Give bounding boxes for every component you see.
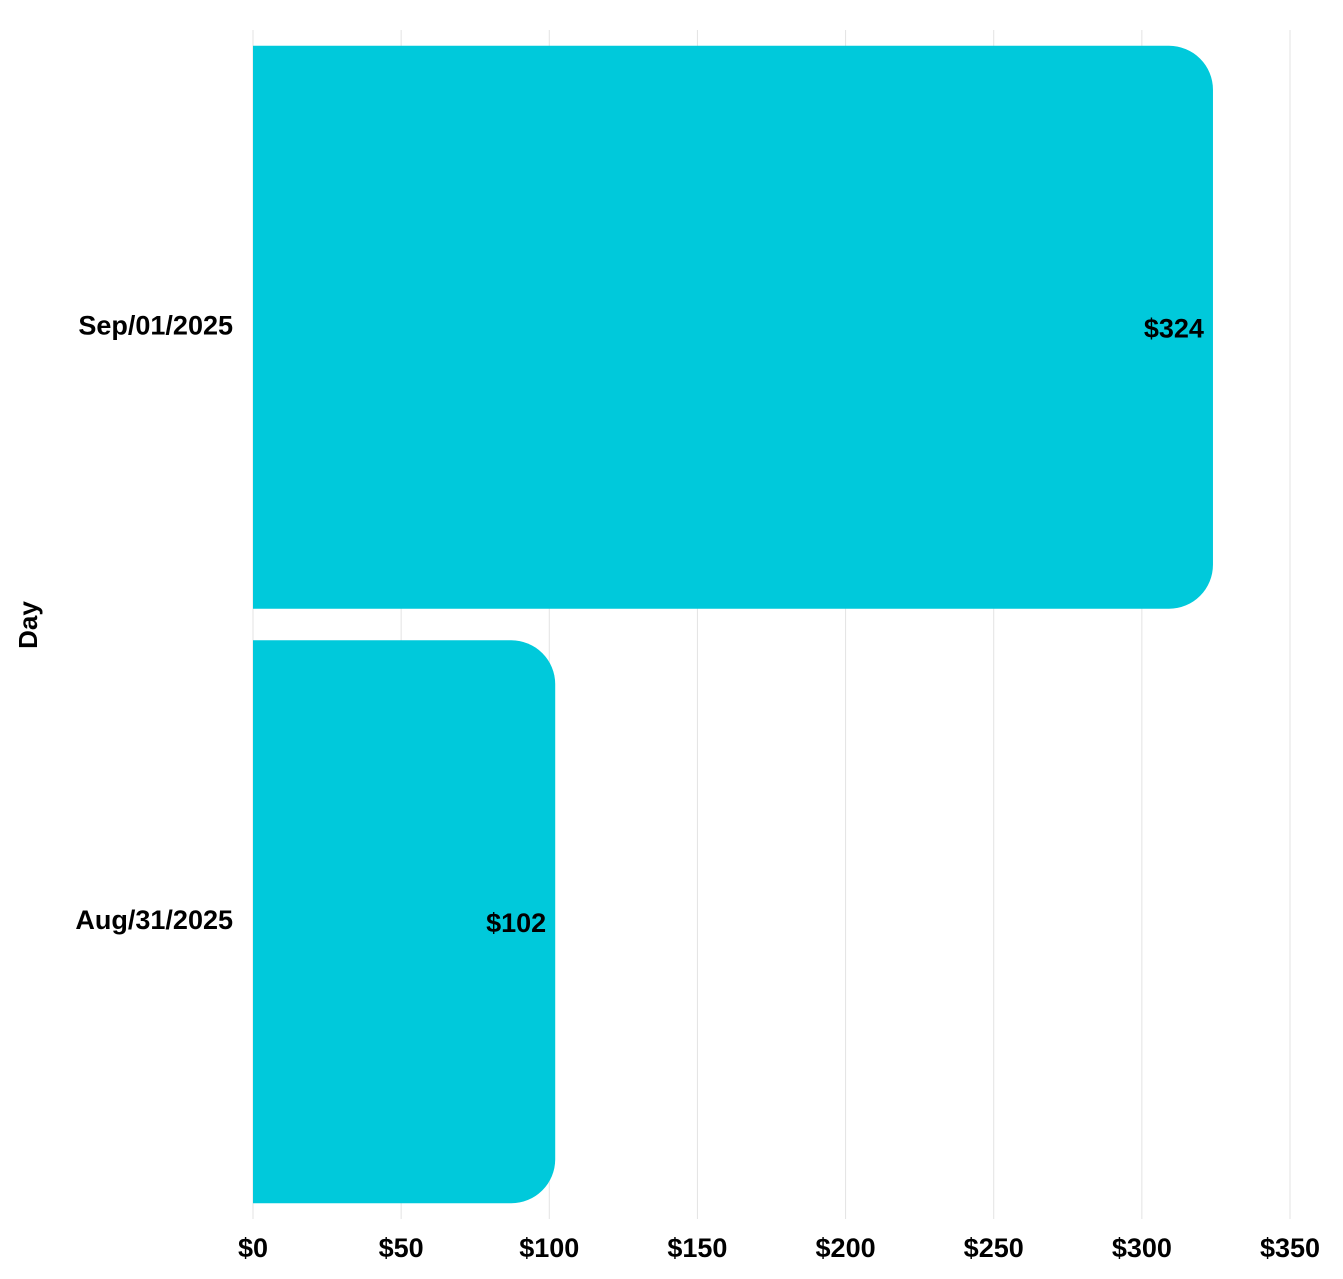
bars xyxy=(253,45,1213,1204)
x-tick-label-0: $0 xyxy=(238,1233,268,1263)
y-axis-title: Day xyxy=(13,601,43,649)
x-tick-label-5: $250 xyxy=(964,1233,1024,1263)
category-label-1: Aug/31/2025 xyxy=(75,905,233,935)
x-tick-label-7: $350 xyxy=(1260,1233,1320,1263)
x-tick-label-3: $150 xyxy=(667,1233,727,1263)
x-tick-labels: $0 $50 $100 $150 $200 $250 $300 $350 xyxy=(238,1233,1320,1263)
x-tick-label-4: $200 xyxy=(816,1233,876,1263)
data-labels: $324 $102 xyxy=(486,313,1204,938)
bar-1 xyxy=(253,640,556,1204)
x-tick-label-6: $300 xyxy=(1112,1233,1172,1263)
bar-0 xyxy=(253,45,1213,609)
x-tick-label-2: $100 xyxy=(519,1233,579,1263)
category-label-0: Sep/01/2025 xyxy=(78,310,233,340)
data-label-1: $102 xyxy=(486,908,546,938)
x-tick-label-1: $50 xyxy=(379,1233,424,1263)
category-labels: Sep/01/2025 Aug/31/2025 xyxy=(75,310,233,935)
data-label-0: $324 xyxy=(1144,313,1204,343)
